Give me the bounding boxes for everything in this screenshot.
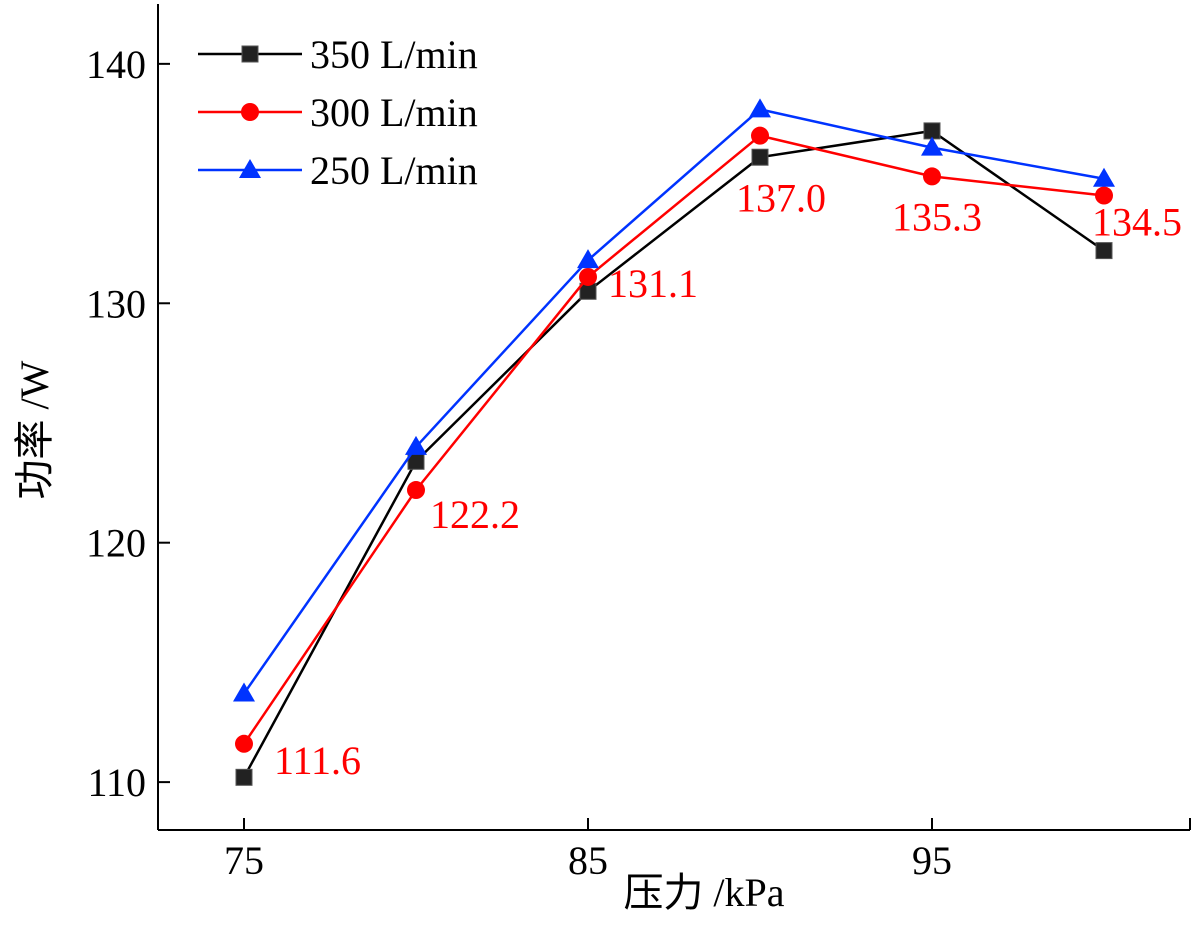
data-point bbox=[579, 267, 597, 286]
legend-item: 300 L/min bbox=[198, 90, 478, 135]
data-point bbox=[921, 136, 943, 156]
data-label: 122.2 bbox=[430, 492, 520, 537]
legend-item: 350 L/min bbox=[198, 32, 478, 77]
x-tick-label: 75 bbox=[224, 838, 264, 883]
series-3 bbox=[233, 98, 1115, 702]
data-point bbox=[1095, 186, 1113, 205]
axes: 110 120 130 140 75 85 95 压力 /kPa 功率 /W bbox=[12, 4, 1191, 915]
data-label: 111.6 bbox=[274, 738, 361, 783]
series-layer bbox=[233, 98, 1115, 786]
data-point bbox=[923, 167, 941, 186]
data-point bbox=[1093, 167, 1115, 187]
legend-marker bbox=[241, 45, 259, 63]
x-tick-label: 85 bbox=[568, 838, 608, 883]
legend-label: 300 L/min bbox=[310, 90, 478, 135]
series-1 bbox=[235, 122, 1113, 786]
y-tick-label: 130 bbox=[86, 281, 146, 326]
data-label: 135.3 bbox=[892, 194, 982, 239]
x-tick-label: 95 bbox=[912, 838, 952, 883]
data-labels: 111.6 122.2 131.1 137.0 135.3 134.5 bbox=[274, 176, 1182, 783]
data-point bbox=[749, 98, 771, 118]
y-tick-label: 120 bbox=[86, 521, 146, 566]
data-point bbox=[577, 249, 599, 269]
data-point bbox=[405, 435, 427, 455]
y-axis-title: 功率 /W bbox=[12, 360, 57, 499]
series-line bbox=[242, 134, 1105, 745]
data-point bbox=[1095, 242, 1113, 260]
data-point bbox=[235, 768, 253, 786]
y-tick-label: 110 bbox=[87, 760, 146, 805]
series-line bbox=[242, 129, 1105, 778]
data-label: 131.1 bbox=[608, 261, 698, 306]
data-label: 134.5 bbox=[1092, 200, 1182, 245]
data-point bbox=[751, 126, 769, 145]
legend-item: 250 L/min bbox=[198, 148, 478, 193]
data-point bbox=[923, 122, 941, 140]
data-label: 137.0 bbox=[736, 176, 826, 221]
legend-marker bbox=[241, 103, 259, 121]
x-axis-title: 压力 /kPa bbox=[623, 870, 784, 915]
data-point bbox=[407, 481, 425, 500]
series-2 bbox=[235, 126, 1113, 753]
legend-label: 250 L/min bbox=[310, 148, 478, 193]
data-point bbox=[233, 682, 255, 702]
legend-marker bbox=[239, 159, 261, 178]
y-tick-label: 140 bbox=[86, 42, 146, 87]
legend: 350 L/min 300 L/min 250 L/min bbox=[198, 32, 478, 193]
legend-label: 350 L/min bbox=[310, 32, 478, 77]
data-point bbox=[751, 148, 769, 166]
data-point bbox=[235, 734, 253, 753]
series-line bbox=[242, 108, 1105, 695]
